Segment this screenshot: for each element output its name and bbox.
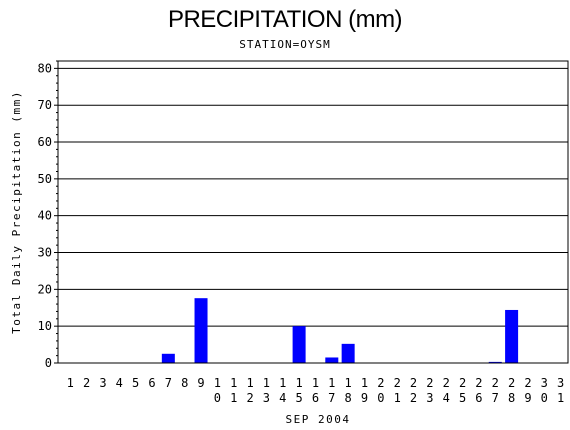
bar bbox=[292, 326, 306, 363]
x-axis-label: SEP 2004 bbox=[286, 413, 351, 426]
x-tick-label: 1 bbox=[67, 376, 74, 390]
y-axis-label: Total Daily Precipitation (mm) bbox=[10, 90, 23, 334]
bar bbox=[325, 357, 339, 363]
x-tick-label: 7 bbox=[165, 376, 172, 390]
y-tick-label: 60 bbox=[38, 135, 52, 149]
chart-subtitle: STATION=OYSM bbox=[239, 38, 331, 51]
x-tick-label: 5 bbox=[132, 376, 139, 390]
grid-lines bbox=[58, 67, 568, 327]
bar bbox=[505, 309, 519, 363]
bar bbox=[194, 298, 208, 363]
y-tick-label: 0 bbox=[45, 356, 52, 370]
y-tick-label: 80 bbox=[38, 61, 52, 75]
bar bbox=[161, 353, 175, 363]
bar bbox=[488, 361, 502, 363]
chart-title: PRECIPITATION (mm) bbox=[167, 6, 403, 33]
x-tick-label: 6 bbox=[148, 376, 155, 390]
y-tick-label: 40 bbox=[38, 209, 52, 223]
y-tick-label: 50 bbox=[38, 172, 52, 186]
x-tick-label: 2 bbox=[83, 376, 90, 390]
y-tick-label: 10 bbox=[38, 319, 52, 333]
y-tick-label: 70 bbox=[38, 98, 52, 112]
x-tick-label: 3 bbox=[99, 376, 106, 390]
x-axis-ticks: 1 2 3 4 5 6 7 8 9 1 01 11 21 31 41 51 61 71 81 92 02 12 22 32 42… bbox=[67, 376, 565, 405]
plot-frame bbox=[57, 60, 569, 364]
y-tick-label: 30 bbox=[38, 246, 52, 260]
bar bbox=[341, 343, 355, 363]
x-tick-label: 9 bbox=[197, 376, 204, 390]
x-tick-label: 4 bbox=[116, 376, 123, 390]
bars bbox=[161, 298, 519, 363]
x-tick-label: 8 bbox=[181, 376, 188, 390]
y-axis-ticks: 0 10 20 30 40 50 60 70 80 bbox=[38, 60, 58, 370]
y-tick-label: 20 bbox=[38, 282, 52, 296]
